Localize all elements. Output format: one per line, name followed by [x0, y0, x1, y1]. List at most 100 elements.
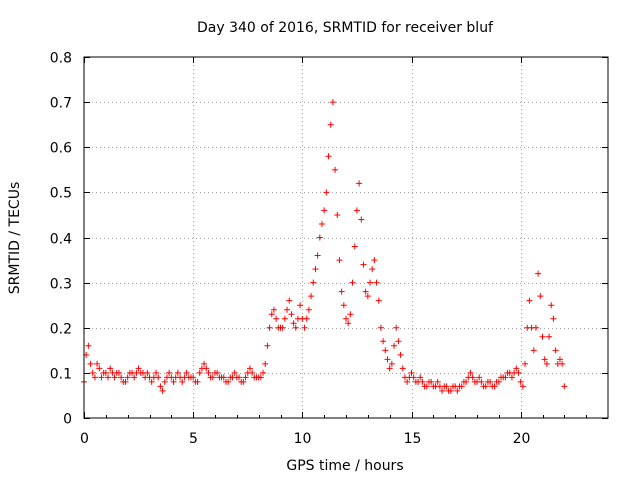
data-point [548, 302, 555, 309]
data-point [316, 234, 323, 241]
y-tick-label: 0.4 [50, 232, 72, 248]
x-tick-label: 15 [404, 431, 422, 447]
y-tick-label: 0.6 [50, 141, 72, 157]
data-point [543, 360, 550, 367]
data-point [205, 369, 212, 376]
data-point [377, 324, 384, 331]
data-point [94, 360, 101, 367]
data-point [561, 383, 568, 390]
data-point [362, 288, 369, 295]
data-point [399, 365, 406, 372]
data-point [266, 324, 273, 331]
data-point [469, 374, 476, 381]
data-point [87, 360, 94, 367]
data-point [249, 369, 256, 376]
data-point [196, 369, 203, 376]
data-point [312, 266, 319, 273]
data-point [478, 378, 485, 385]
data-point [345, 320, 352, 327]
data-point [240, 378, 247, 385]
data-point [111, 374, 118, 381]
data-point [327, 121, 334, 128]
data-point [257, 374, 264, 381]
data-point [447, 387, 454, 394]
data-point [323, 189, 330, 196]
data-point [347, 311, 354, 318]
data-point [482, 383, 489, 390]
data-point [340, 302, 347, 309]
data-point [194, 378, 201, 385]
data-point [408, 369, 415, 376]
data-point [391, 342, 398, 349]
data-point [325, 153, 332, 160]
data-point [225, 378, 232, 385]
data-point [131, 374, 138, 381]
y-tick-label: 0.1 [50, 367, 72, 383]
data-point [369, 266, 376, 273]
grid-lines [84, 57, 608, 418]
data-point [231, 369, 238, 376]
y-tick-label: 0.5 [50, 186, 72, 202]
x-tick-label: 10 [294, 431, 312, 447]
data-point [502, 374, 509, 381]
y-tick-label: 0 [63, 412, 72, 428]
data-point [273, 315, 280, 322]
data-point [513, 365, 520, 372]
data-point [519, 383, 526, 390]
data-point [367, 279, 374, 286]
y-tick-label: 0.2 [50, 322, 72, 338]
data-point [467, 369, 474, 376]
data-point [157, 383, 164, 390]
x-tick-label: 20 [513, 431, 531, 447]
data-point [288, 311, 295, 318]
data-point [384, 356, 391, 363]
data-point [262, 360, 269, 367]
data-point [537, 293, 544, 300]
data-point [382, 347, 389, 354]
data-point [443, 383, 450, 390]
data-point [351, 243, 358, 250]
data-point [423, 383, 430, 390]
data-point [356, 180, 363, 187]
data-point [303, 315, 310, 322]
data-point [530, 347, 537, 354]
data-point [546, 333, 553, 340]
data-point [308, 293, 315, 300]
data-point [476, 374, 483, 381]
data-point [556, 356, 563, 363]
data-point [310, 279, 317, 286]
data-point [522, 360, 529, 367]
data-point [487, 378, 494, 385]
data-point [301, 324, 308, 331]
data-point [115, 369, 122, 376]
data-point [343, 315, 349, 322]
data-point [491, 383, 498, 390]
data-point [321, 207, 328, 214]
data-point [264, 342, 271, 349]
data-point [236, 374, 243, 381]
data-point [246, 365, 253, 372]
data-point [338, 288, 345, 295]
data-point [375, 297, 382, 304]
data-point [353, 207, 360, 214]
x-axis-label: GPS time / hours [286, 458, 403, 474]
data-point [454, 387, 461, 394]
y-tick-label: 0.7 [50, 96, 72, 112]
data-point [532, 324, 539, 331]
x-tick-label: 0 [80, 431, 89, 447]
data-point [170, 378, 177, 385]
data-point [209, 374, 216, 381]
data-point [314, 252, 321, 259]
data-point [179, 378, 186, 385]
data-point [535, 270, 542, 277]
data-point [526, 297, 533, 304]
data-point [91, 374, 98, 381]
data-point [380, 338, 387, 345]
data-point [155, 374, 162, 381]
tick-labels: 0 5 10 15 20 0 0.1 0.2 0.3 0.4 0.5 0.6 0.7 0.8 [50, 51, 531, 448]
data-point [463, 378, 470, 385]
data-point [183, 369, 190, 376]
data-point [458, 383, 465, 390]
data-point [373, 279, 380, 286]
data-point [270, 306, 277, 313]
